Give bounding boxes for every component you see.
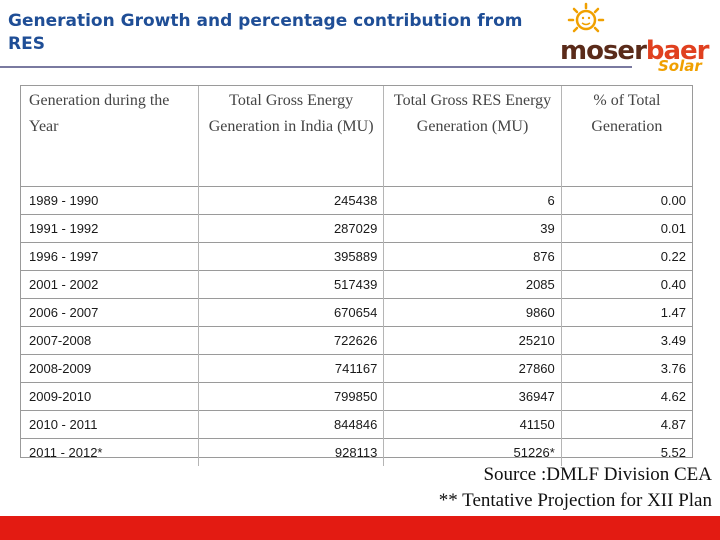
table-row: 2009-2010 799850 36947 4.62: [21, 381, 692, 410]
total-energy-cell: 245438: [198, 185, 385, 214]
total-energy-cell: 799850: [198, 381, 385, 410]
footer-bar: [0, 516, 720, 540]
total-energy-cell: 395889: [198, 241, 385, 270]
percent-cell: 1.47: [561, 297, 692, 326]
res-energy-cell: 51226*: [383, 437, 562, 466]
total-energy-cell: 844846: [198, 409, 385, 438]
res-energy-cell: 25210: [383, 325, 562, 354]
percent-cell: 0.01: [561, 213, 692, 242]
year-cell: 2001 - 2002: [21, 269, 199, 298]
table-row: 1991 - 1992 287029 39 0.01: [21, 213, 692, 242]
percent-cell: 0.00: [561, 185, 692, 214]
year-cell: 2006 - 2007: [21, 297, 199, 326]
logo-wordmark: moserbaer: [560, 36, 710, 66]
res-energy-cell: 36947: [383, 381, 562, 410]
header-total-energy: Total Gross Energy Generation in India (…: [198, 86, 385, 186]
year-cell: 2009-2010: [21, 381, 199, 410]
table-row: 2011 - 2012* 928113 51226* 5.52: [21, 437, 692, 466]
total-energy-cell: 670654: [198, 297, 385, 326]
percent-cell: 0.40: [561, 269, 692, 298]
table-row: 2008-2009 741167 27860 3.76: [21, 353, 692, 382]
res-energy-cell: 39: [383, 213, 562, 242]
sun-icon: [567, 2, 605, 33]
header-year: Generation during the Year: [21, 86, 199, 186]
year-cell: 1996 - 1997: [21, 241, 199, 270]
percent-cell: 5.52: [561, 437, 692, 466]
table-row: 1996 - 1997 395889 876 0.22: [21, 241, 692, 270]
table-row: 2010 - 2011 844846 41150 4.87: [21, 409, 692, 438]
percent-cell: 3.49: [561, 325, 692, 354]
generation-table: Generation during the Year Total Gross E…: [20, 85, 693, 466]
header-percent: % of Total Generation: [591, 92, 663, 135]
year-cell: 1989 - 1990: [21, 185, 199, 214]
logo-text-moser: moser: [560, 36, 647, 66]
table-row: 2007-2008 722626 25210 3.49: [21, 325, 692, 354]
year-cell: 2010 - 2011: [21, 409, 199, 438]
year-cell: 1991 - 1992: [21, 213, 199, 242]
res-energy-cell: 9860: [383, 297, 562, 326]
page-title: Generation Growth and percentage contrib…: [8, 11, 523, 54]
res-energy-cell: 876: [383, 241, 562, 270]
total-energy-cell: 741167: [198, 353, 385, 382]
percent-cell: 4.62: [561, 381, 692, 410]
percent-cell: 0.22: [561, 241, 692, 270]
table-row: 2001 - 2002 517439 2085 0.40: [21, 269, 692, 298]
total-energy-cell: 722626: [198, 325, 385, 354]
logo-text-baer: baer: [645, 36, 710, 66]
res-energy-cell: 41150: [383, 409, 562, 438]
source-text: Source :DMLF Division CEA: [483, 464, 712, 485]
total-energy-cell: 287029: [198, 213, 385, 242]
projection-note: ** Tentative Projection for XII Plan: [438, 490, 712, 511]
year-cell: 2008-2009: [21, 353, 199, 382]
title-divider: [0, 66, 632, 68]
year-cell: 2007-2008: [21, 325, 199, 354]
table-header-row: Generation during the Year Total Gross E…: [21, 86, 692, 186]
res-energy-cell: 27860: [383, 353, 562, 382]
year-cell: 2011 - 2012*: [21, 437, 199, 466]
source-note: Source :DMLF Division CEA ** Tentative P…: [439, 462, 712, 514]
table-row: 1989 - 1990 245438 6 0.00: [21, 185, 692, 214]
header-res-energy: Total Gross RES Energy Generation (MU): [383, 86, 562, 186]
logo-subtext: Solar: [658, 57, 702, 75]
percent-cell: 4.87: [561, 409, 692, 438]
percent-cell: 3.76: [561, 353, 692, 382]
res-energy-cell: 6: [383, 185, 562, 214]
table-row: 2006 - 2007 670654 9860 1.47: [21, 297, 692, 326]
total-energy-cell: 517439: [198, 269, 385, 298]
res-energy-cell: 2085: [383, 269, 562, 298]
total-energy-cell: 928113: [198, 437, 385, 466]
company-logo: moserbaer Solar: [556, 0, 716, 78]
